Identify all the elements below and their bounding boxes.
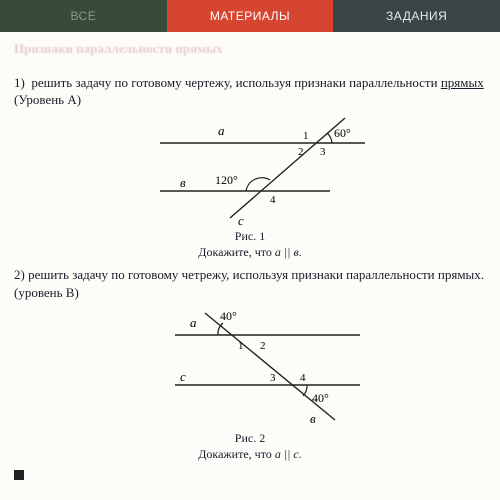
problem2-number: 2) bbox=[14, 267, 25, 282]
diagram1-svg: a в c 60° 1 2 3 120° 4 bbox=[120, 113, 380, 228]
prove2-text: Докажите, что bbox=[198, 447, 275, 461]
fig2-caption: Рис. 2 bbox=[14, 430, 486, 446]
p2n2: 2 bbox=[260, 340, 266, 352]
p2n3: 3 bbox=[270, 372, 276, 384]
diagram2-svg: a c в 40° 1 2 3 4 40° bbox=[120, 305, 380, 430]
tab-tasks[interactable]: ЗАДАНИЯ bbox=[333, 0, 500, 32]
n4: 4 bbox=[270, 194, 276, 206]
angle40b: 40° bbox=[312, 391, 329, 405]
tab-bar: ВСЕ МАТЕРИАЛЫ ЗАДАНИЯ bbox=[0, 0, 500, 32]
label-c: c bbox=[238, 213, 244, 228]
problem1-underlined: прямых bbox=[441, 75, 484, 90]
p2n1: 1 bbox=[238, 340, 244, 352]
problem2-body: решить задачу по готовому четрежу, испол… bbox=[14, 267, 484, 300]
prove2-math: a || c bbox=[275, 447, 299, 461]
angle40a: 40° bbox=[220, 309, 237, 323]
page-content: Признаки параллельности прямых 1) решить… bbox=[0, 32, 500, 480]
problem1-part1: решить задачу по готовому чертежу, испол… bbox=[31, 75, 437, 90]
n3: 3 bbox=[320, 146, 326, 158]
label-b: в bbox=[180, 175, 186, 190]
label2-c: c bbox=[180, 369, 186, 384]
faded-header: Признаки параллельности прямых bbox=[14, 40, 486, 58]
fig1-caption: Рис. 1 bbox=[14, 228, 486, 244]
angle120: 120° bbox=[215, 173, 238, 187]
n1: 1 bbox=[303, 130, 309, 142]
problem2-text: 2) решить задачу по готовому четрежу, ис… bbox=[14, 266, 486, 301]
prove1-text: Докажите, что bbox=[198, 245, 275, 259]
prove2: Докажите, что a || c. bbox=[14, 446, 486, 462]
p2n4: 4 bbox=[300, 372, 306, 384]
problem1-part2: (Уровень А) bbox=[14, 92, 81, 107]
prove1: Докажите, что a || в. bbox=[14, 244, 486, 260]
figure2: a c в 40° 1 2 3 4 40° bbox=[14, 305, 486, 430]
problem1-text: 1) решить задачу по готовому чертежу, ис… bbox=[14, 74, 486, 109]
tab-all[interactable]: ВСЕ bbox=[0, 0, 167, 32]
label-a: a bbox=[218, 123, 225, 138]
n2: 2 bbox=[298, 146, 304, 158]
figure1: a в c 60° 1 2 3 120° 4 bbox=[14, 113, 486, 228]
square-marker bbox=[14, 470, 24, 480]
label2-b: в bbox=[310, 411, 316, 426]
tab-materials[interactable]: МАТЕРИАЛЫ bbox=[167, 0, 334, 32]
angle60: 60° bbox=[334, 126, 351, 140]
label2-a: a bbox=[190, 315, 197, 330]
problem1-number: 1) bbox=[14, 75, 25, 90]
prove1-math: a || в bbox=[275, 245, 299, 259]
